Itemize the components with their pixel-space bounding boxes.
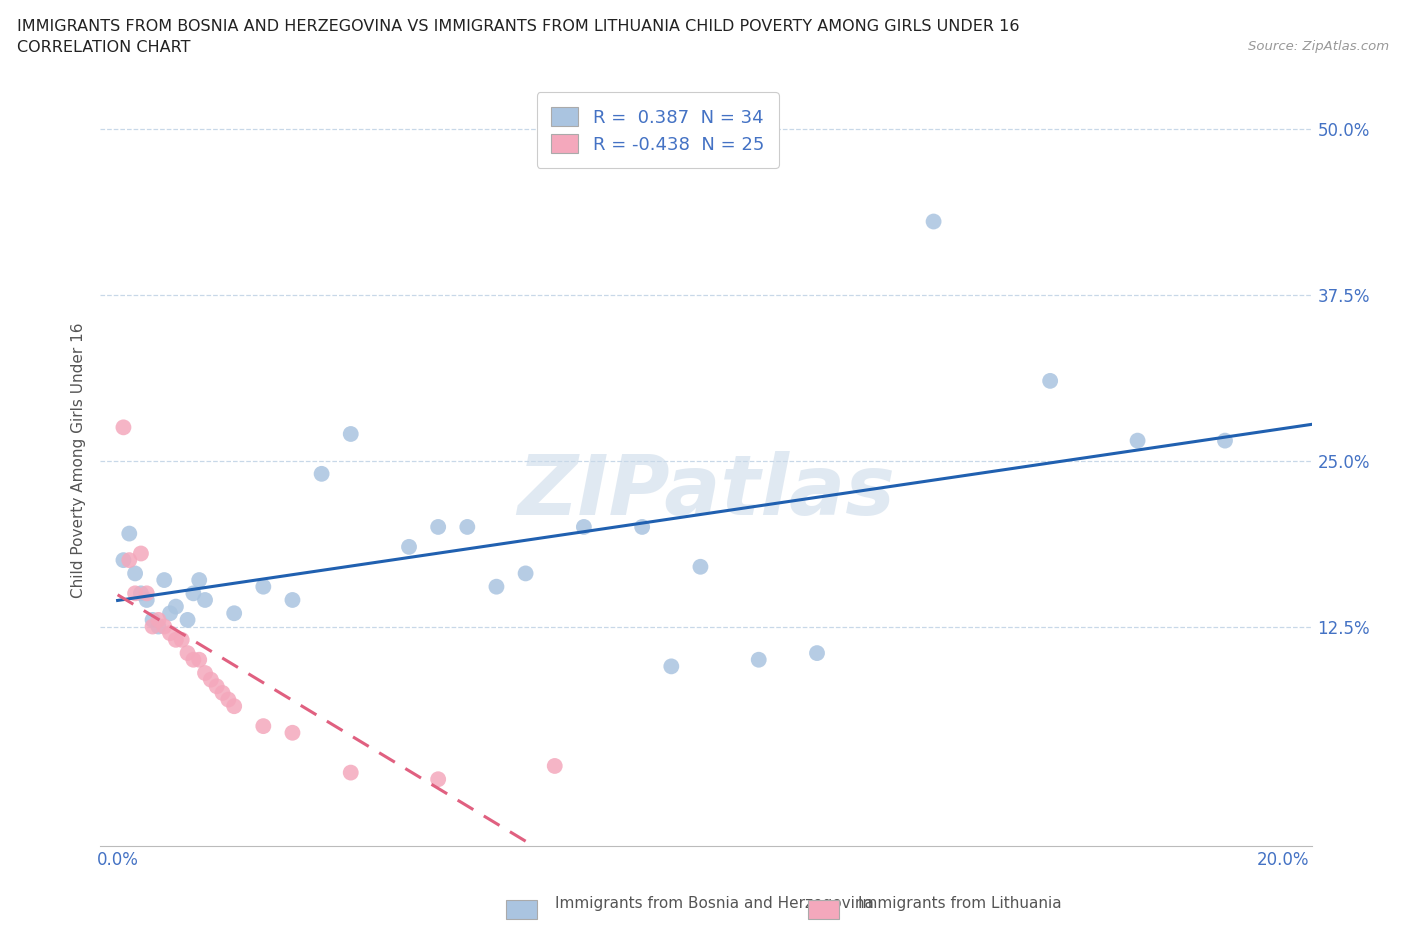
Point (1126, 433, 1149, 448)
Point (224, 605, 246, 620)
Point (148, 613, 170, 628)
Point (118, 552, 141, 567)
Text: IMMIGRANTS FROM BOSNIA AND HERZEGOVINA VS IMMIGRANTS FROM LITHUANIA CHILD POVERT: IMMIGRANTS FROM BOSNIA AND HERZEGOVINA V… (17, 19, 1019, 33)
Point (748, 652, 770, 667)
Point (689, 559, 711, 574)
Point (165, 599, 187, 614)
Point (112, 420, 135, 435)
Point (176, 645, 198, 660)
Point (252, 579, 274, 594)
Point (188, 573, 211, 588)
Point (281, 725, 304, 740)
Point (1213, 433, 1236, 448)
Point (398, 539, 420, 554)
Y-axis label: Child Poverty Among Girls Under 16: Child Poverty Among Girls Under 16 (72, 323, 86, 598)
Point (659, 659, 682, 674)
Point (1039, 374, 1062, 389)
Point (124, 586, 146, 601)
Point (142, 613, 165, 628)
Point (112, 552, 135, 567)
Point (124, 566, 146, 581)
Point (631, 520, 654, 535)
Text: Immigrants from Lithuania: Immigrants from Lithuania (858, 897, 1062, 911)
Point (183, 652, 205, 667)
Point (211, 685, 233, 700)
Point (456, 520, 478, 535)
Point (129, 546, 152, 561)
Point (118, 526, 141, 541)
Point (148, 619, 170, 634)
Point (159, 626, 181, 641)
Point (806, 645, 828, 660)
Point (485, 579, 508, 594)
Text: Immigrants from Bosnia and Herzegovina: Immigrants from Bosnia and Herzegovina (555, 897, 875, 911)
Point (281, 592, 304, 607)
Point (922, 214, 945, 229)
Point (427, 772, 450, 787)
Point (135, 592, 157, 607)
Point (153, 619, 176, 634)
Point (135, 586, 157, 601)
Point (544, 759, 567, 774)
Point (194, 592, 217, 607)
Point (311, 466, 333, 481)
Point (200, 672, 222, 687)
Point (252, 719, 274, 734)
Point (176, 613, 198, 628)
Point (159, 605, 181, 620)
Point (188, 652, 211, 667)
Text: Source: ZipAtlas.com: Source: ZipAtlas.com (1249, 40, 1389, 53)
Point (153, 573, 176, 588)
Text: ZIPatlas: ZIPatlas (517, 451, 896, 532)
Point (339, 765, 361, 780)
Point (427, 520, 450, 535)
Point (129, 586, 152, 601)
Point (194, 666, 217, 681)
Point (339, 427, 361, 442)
Point (142, 619, 165, 634)
Point (165, 632, 187, 647)
Point (205, 679, 228, 694)
Point (515, 566, 537, 581)
Legend: R =  0.387  N = 34, R = -0.438  N = 25: R = 0.387 N = 34, R = -0.438 N = 25 (537, 92, 779, 168)
Point (217, 692, 239, 707)
Point (170, 632, 193, 647)
Text: CORRELATION CHART: CORRELATION CHART (17, 40, 190, 55)
Point (224, 698, 246, 713)
Point (572, 520, 595, 535)
Point (183, 586, 205, 601)
